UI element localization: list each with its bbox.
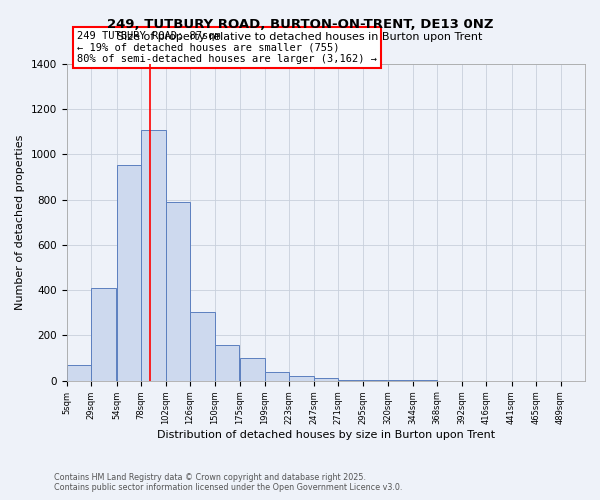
Text: Contains public sector information licensed under the Open Government Licence v3: Contains public sector information licen…: [54, 482, 403, 492]
Bar: [190, 312, 215, 380]
Text: Contains HM Land Registry data © Crown copyright and database right 2025.: Contains HM Land Registry data © Crown c…: [54, 472, 366, 482]
Bar: [240, 358, 265, 380]
Bar: [141, 130, 166, 380]
Text: Size of property relative to detached houses in Burton upon Trent: Size of property relative to detached ho…: [118, 32, 482, 42]
Bar: [314, 378, 338, 380]
X-axis label: Distribution of detached houses by size in Burton upon Trent: Distribution of detached houses by size …: [157, 430, 495, 440]
Bar: [215, 344, 239, 380]
Text: 249 TUTBURY ROAD: 87sqm
← 19% of detached houses are smaller (755)
80% of semi-d: 249 TUTBURY ROAD: 87sqm ← 19% of detache…: [77, 31, 377, 64]
Bar: [289, 376, 314, 380]
Bar: [265, 372, 289, 380]
Bar: [166, 202, 190, 380]
Text: 249, TUTBURY ROAD, BURTON-ON-TRENT, DE13 0NZ: 249, TUTBURY ROAD, BURTON-ON-TRENT, DE13…: [107, 18, 493, 30]
Bar: [91, 288, 116, 380]
Y-axis label: Number of detached properties: Number of detached properties: [15, 134, 25, 310]
Bar: [116, 164, 141, 380]
Bar: [67, 365, 91, 380]
